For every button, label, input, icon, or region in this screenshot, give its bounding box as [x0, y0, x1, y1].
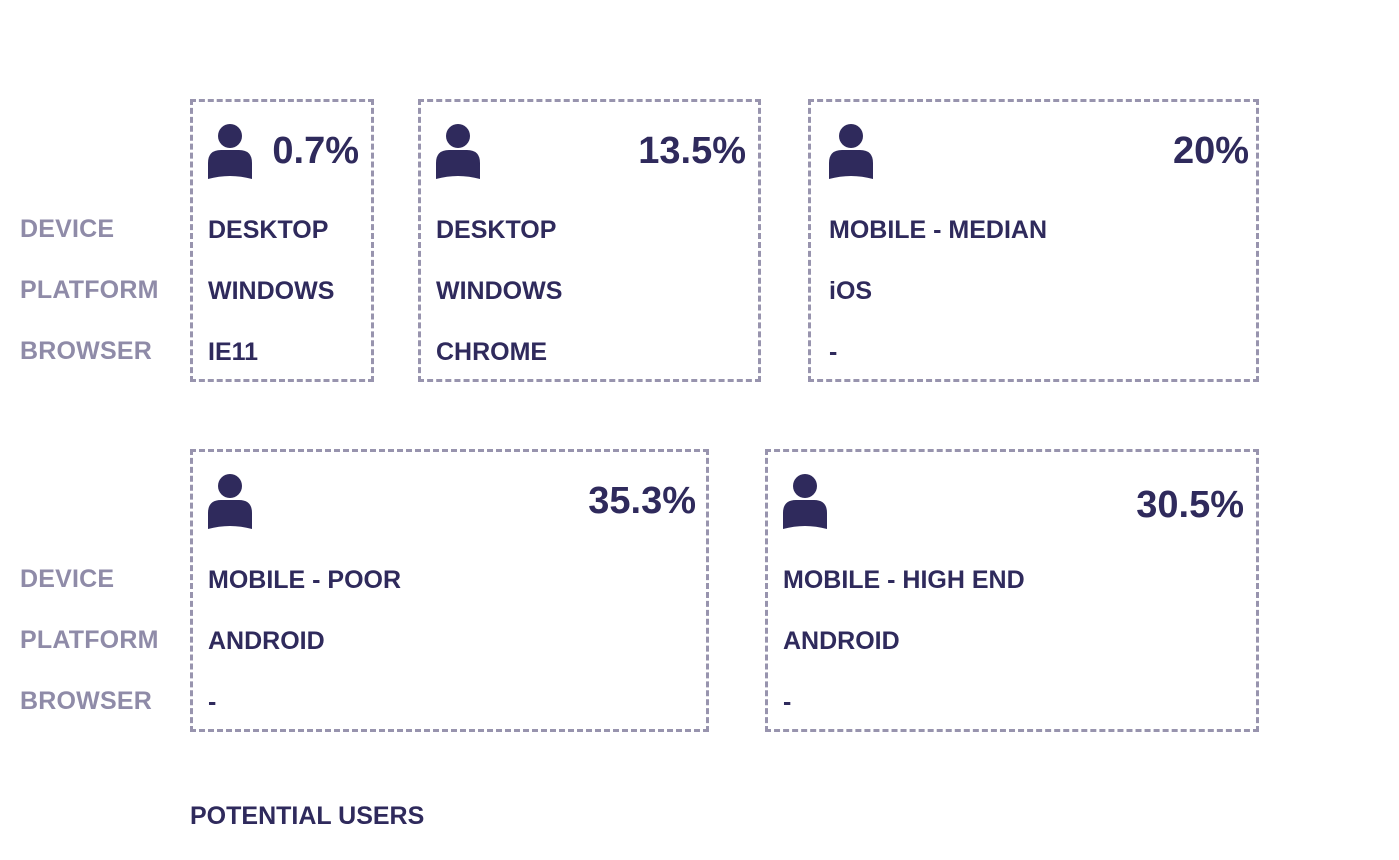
- device-value: MOBILE - MEDIAN: [829, 216, 1048, 244]
- row-label-browser: BROWSER: [20, 687, 152, 715]
- browser-value: -: [208, 688, 217, 716]
- segment-card-mobile-poor: 35.3% MOBILE - POOR ANDROID -: [190, 449, 709, 732]
- segment-card-desktop-ie11: 0.7% DESKTOP WINDOWS IE11: [190, 99, 374, 382]
- potential-users-label: POTENTIAL USERS: [190, 802, 425, 830]
- platform-value: WINDOWS: [436, 277, 563, 305]
- row-label-device: DEVICE: [20, 215, 115, 243]
- person-icon: [208, 124, 252, 179]
- platform-value: ANDROID: [208, 627, 325, 655]
- browser-value: CHROME: [436, 338, 548, 366]
- device-value: MOBILE - POOR: [208, 566, 402, 594]
- user-percentage: 20%: [1172, 130, 1249, 172]
- person-icon: [208, 474, 252, 529]
- platform-value: ANDROID: [783, 627, 900, 655]
- browser-value: -: [783, 688, 792, 716]
- user-percentage: 30.5%: [1136, 484, 1244, 526]
- platform-value: WINDOWS: [208, 277, 335, 305]
- browser-value: IE11: [208, 338, 259, 366]
- person-icon: [783, 474, 827, 529]
- platform-value: iOS: [829, 277, 873, 305]
- row-label-platform: PLATFORM: [20, 276, 159, 304]
- person-icon: [829, 124, 873, 179]
- row-label-platform: PLATFORM: [20, 626, 159, 654]
- row-label-device: DEVICE: [20, 565, 115, 593]
- user-percentage: 35.3%: [588, 480, 696, 522]
- device-value: DESKTOP: [208, 216, 329, 244]
- row-label-browser: BROWSER: [20, 337, 152, 365]
- device-value: DESKTOP: [436, 216, 557, 244]
- device-value: MOBILE - HIGH END: [783, 566, 1025, 594]
- person-icon: [436, 124, 480, 179]
- segment-card-mobile-high-end: 30.5% MOBILE - HIGH END ANDROID -: [765, 449, 1259, 732]
- user-percentage: 0.7%: [272, 130, 359, 172]
- segment-card-mobile-median: 20% MOBILE - MEDIAN iOS -: [808, 99, 1259, 382]
- browser-value: -: [829, 338, 838, 366]
- user-percentage: 13.5%: [638, 130, 746, 172]
- segment-card-desktop-chrome: 13.5% DESKTOP WINDOWS CHROME: [418, 99, 761, 382]
